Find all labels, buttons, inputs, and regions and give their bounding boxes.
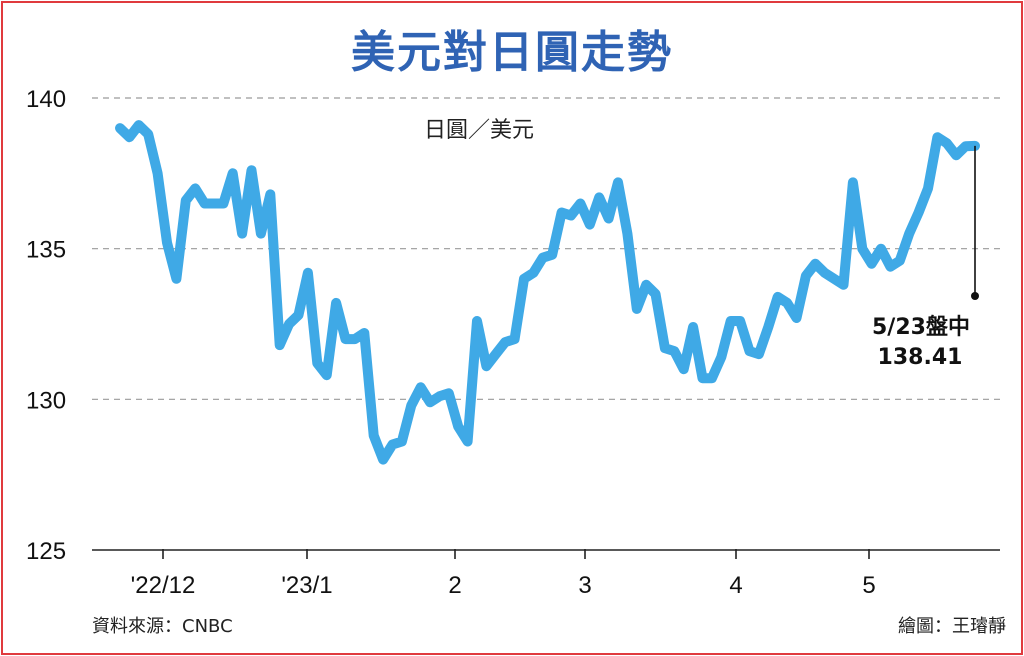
y-tick-label: 140 <box>26 86 66 113</box>
annotation-value: 138.41 <box>877 345 963 370</box>
x-tick-label: 5 <box>862 572 875 599</box>
annotation-date: 5/23盤中 <box>872 315 970 340</box>
x-tick-label: '22/12 <box>131 572 196 599</box>
chart-title: 美元對日圓走勢 <box>351 27 673 78</box>
x-tick-label: '23/1 <box>281 572 332 599</box>
y-tick-label: 130 <box>26 387 66 414</box>
x-tick-label: 4 <box>729 572 742 599</box>
unit-label: 日圓／美元 <box>424 118 535 143</box>
annotation-dot <box>971 292 979 300</box>
x-tick-label: 3 <box>578 572 591 599</box>
latest-value-annotation: 5/23盤中 138.41 <box>872 313 970 373</box>
source-note: 資料來源：CNBC <box>92 616 233 637</box>
y-tick-label: 135 <box>26 237 66 264</box>
x-tick-label: 2 <box>448 572 461 599</box>
y-tick-label: 125 <box>26 538 66 565</box>
usd-jpy-line <box>115 120 980 465</box>
credit-note: 繪圖：王璿靜 <box>898 616 1006 637</box>
